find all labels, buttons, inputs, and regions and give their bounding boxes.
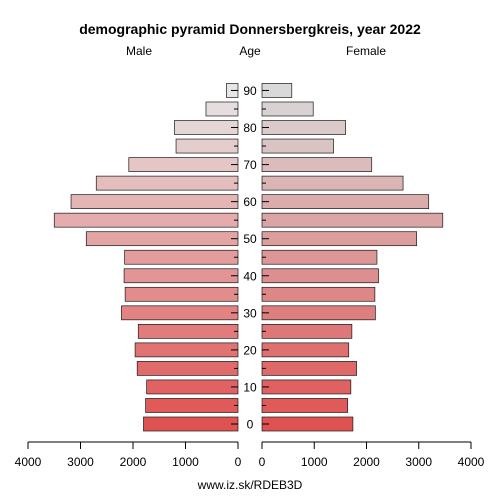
female-bar-age-20 xyxy=(261,342,350,358)
female-label: Female xyxy=(346,44,386,58)
female-bar-age-65 xyxy=(261,175,404,191)
female-bar-age-75 xyxy=(261,138,334,154)
male-bar-age-25 xyxy=(137,324,239,339)
age-tick-label: 60 xyxy=(243,195,257,209)
female-bar-age-80 xyxy=(261,120,346,135)
male-bar-age-50 xyxy=(85,231,239,247)
female-bar-age-50 xyxy=(261,231,418,247)
male-bar-age-80 xyxy=(174,120,239,135)
female-bar-age-55 xyxy=(261,212,444,228)
x-tick-label-male: 4000 xyxy=(15,455,42,469)
age-tick-label: 50 xyxy=(243,232,257,246)
age-tick-label: 10 xyxy=(243,380,257,394)
female-bar-age-60 xyxy=(261,194,430,209)
male-bar-age-5 xyxy=(145,398,239,413)
male-bar-age-70 xyxy=(128,157,239,172)
x-tick-label-male: 3000 xyxy=(67,455,94,469)
age-tick-label: 20 xyxy=(243,343,257,357)
x-tick-label-female: 4000 xyxy=(458,455,485,469)
female-bar-age-5 xyxy=(261,398,349,413)
age-tick-label: 90 xyxy=(243,84,257,98)
male-bar-age-10 xyxy=(146,379,239,395)
x-tick-label-female: 0 xyxy=(259,455,266,469)
male-bar-age-0 xyxy=(143,416,239,432)
female-bar-age-85 xyxy=(261,101,314,117)
female-bar-age-25 xyxy=(261,324,353,339)
chart-title: demographic pyramid Donnersbergkreis, ye… xyxy=(79,21,421,37)
male-label: Male xyxy=(126,44,152,58)
male-bar-age-45 xyxy=(124,249,239,265)
x-tick-label-male: 1000 xyxy=(172,455,199,469)
male-bar-age-35 xyxy=(124,286,239,302)
x-tick-label-female: 3000 xyxy=(405,455,432,469)
x-axis-male: 4000 3000 2000 1000 0 xyxy=(15,441,242,469)
age-label: Age xyxy=(239,44,261,58)
age-tick-label: 80 xyxy=(243,121,257,135)
male-bar-age-20 xyxy=(134,342,239,358)
male-bar-age-60 xyxy=(70,194,239,209)
x-tick-label-male: 2000 xyxy=(120,455,147,469)
female-bars xyxy=(261,83,444,432)
x-axis-female: 0 1000 2000 3000 4000 xyxy=(259,441,485,469)
age-axis: 0 10 20 30 40 50 60 70 80 90 xyxy=(231,84,269,432)
female-bar-age-40 xyxy=(261,268,379,284)
female-bar-age-0 xyxy=(261,416,354,432)
female-bar-age-70 xyxy=(261,157,373,172)
male-bars xyxy=(53,83,239,432)
age-tick-label: 30 xyxy=(243,306,257,320)
male-bar-age-85 xyxy=(205,101,239,117)
female-bar-age-35 xyxy=(261,286,376,302)
male-bar-age-75 xyxy=(175,138,239,154)
x-tick-label-female: 1000 xyxy=(301,455,328,469)
female-bar-age-15 xyxy=(261,361,357,376)
x-tick-label-female: 2000 xyxy=(353,455,380,469)
female-bar-age-10 xyxy=(261,379,352,395)
source-footer: www.iz.sk/RDEB3D xyxy=(197,478,303,492)
x-tick-label-male: 0 xyxy=(235,455,242,469)
female-bar-age-30 xyxy=(261,305,376,321)
male-bar-age-30 xyxy=(121,305,239,321)
age-tick-label: 70 xyxy=(243,158,257,172)
male-bar-age-65 xyxy=(95,175,239,191)
age-tick-label: 40 xyxy=(243,269,257,283)
male-bar-age-40 xyxy=(123,268,239,284)
female-bar-age-45 xyxy=(261,249,378,265)
male-bar-age-55 xyxy=(53,212,239,228)
male-bar-age-15 xyxy=(136,361,239,376)
age-tick-label: 0 xyxy=(247,418,254,432)
